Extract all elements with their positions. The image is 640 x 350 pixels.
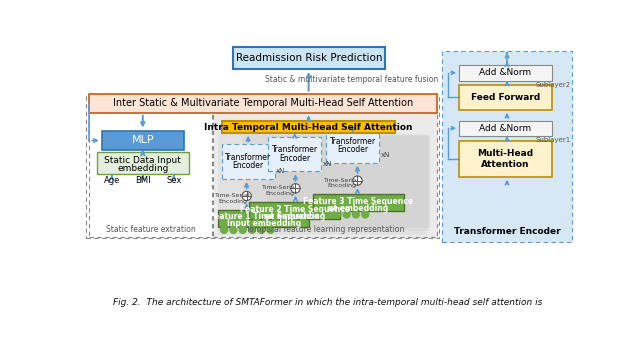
Circle shape [291,219,298,226]
Text: Encoder: Encoder [279,154,310,163]
Bar [102,131,184,150]
Text: embedding: embedding [117,164,168,173]
Text: ut embedding: ut embedding [264,211,325,220]
Circle shape [334,211,340,218]
Bar [312,195,404,211]
Bar [213,112,436,237]
Circle shape [291,184,300,193]
Bar [459,141,552,177]
Circle shape [300,219,307,226]
Bar [268,137,321,172]
Bar [459,65,552,80]
Text: Inter Static & Multivariate Temporal Multi-Head Self Attention: Inter Static & Multivariate Temporal Mul… [113,98,413,108]
Text: Encoder: Encoder [337,145,369,154]
Bar [97,152,189,174]
Text: Transformer: Transformer [330,137,376,146]
Text: Sublayer1: Sublayer1 [535,138,571,144]
Text: Feature 2 Time Sequence: Feature 2 Time Sequence [239,205,349,214]
Circle shape [353,211,360,218]
Text: BMI: BMI [135,176,150,185]
Circle shape [281,219,288,226]
Bar [234,47,385,69]
Circle shape [324,211,332,218]
Bar [459,85,552,110]
Text: Transformer: Transformer [271,145,317,154]
Text: Input embedding: Input embedding [227,219,301,228]
Text: Feed Forward: Feed Forward [471,93,540,102]
Text: Static feature extration: Static feature extration [106,225,195,234]
Bar [218,134,428,234]
Text: Age: Age [104,176,120,185]
Text: Time-Serial
Encoding: Time-Serial Encoding [324,177,360,188]
Circle shape [353,176,362,185]
Text: xN: xN [381,152,390,158]
Text: Readmission Risk Prediction: Readmission Risk Prediction [236,53,382,63]
Text: Temporal feature learning representation: Temporal feature learning representation [246,225,404,234]
Circle shape [267,226,274,233]
Text: Transformer Encoder: Transformer Encoder [454,227,561,236]
Circle shape [242,191,252,201]
Text: Static Data Input: Static Data Input [104,156,181,165]
Text: Add &Norm: Add &Norm [479,124,532,133]
Circle shape [258,226,265,233]
Bar [222,145,275,179]
Text: Feature 3 Time Sequence: Feature 3 Time Sequence [303,197,413,206]
Text: Sex: Sex [166,176,182,185]
Circle shape [253,219,260,226]
Text: MLP: MLP [131,135,154,145]
Bar [326,128,379,163]
Circle shape [230,226,237,233]
Bar [268,136,430,228]
Text: nt embedding: nt embedding [328,204,388,213]
Text: Sublayer2: Sublayer2 [536,82,571,88]
Bar [86,96,439,238]
Text: Multi-Head: Multi-Head [477,149,534,158]
Circle shape [343,211,350,218]
Text: Attention: Attention [481,160,530,169]
Text: Transformer: Transformer [225,153,271,162]
Text: Intra Temporal Multi-Head Self Attention: Intra Temporal Multi-Head Self Attention [204,122,413,132]
Text: xN: xN [276,168,285,174]
Bar [249,202,340,219]
Text: Time-Serial
Encoding: Time-Serial Encoding [215,193,250,204]
Bar [218,210,309,227]
Bar [442,51,572,242]
Text: Fig. 2.  The architecture of SMTAFormer in which the intra-temporal multi-head s: Fig. 2. The architecture of SMTAFormer i… [113,298,543,307]
Text: xN: xN [323,161,332,167]
Circle shape [221,226,228,233]
Circle shape [362,211,369,218]
Circle shape [316,211,322,218]
Text: Time-Serial
Encoding: Time-Serial Encoding [262,185,298,196]
Text: Feature 1 Time Sequence: Feature 1 Time Sequence [209,212,319,221]
Text: Encoder: Encoder [232,161,264,170]
Circle shape [272,219,279,226]
Bar [243,135,429,231]
Text: Static & multivariate temporal feature fusion: Static & multivariate temporal feature f… [264,75,438,84]
Bar [90,112,212,237]
Text: Add &Norm: Add &Norm [479,68,532,77]
Bar [90,93,436,113]
Circle shape [248,226,255,233]
Bar [222,121,396,133]
Circle shape [239,226,246,233]
Bar [459,120,552,136]
Circle shape [262,219,269,226]
